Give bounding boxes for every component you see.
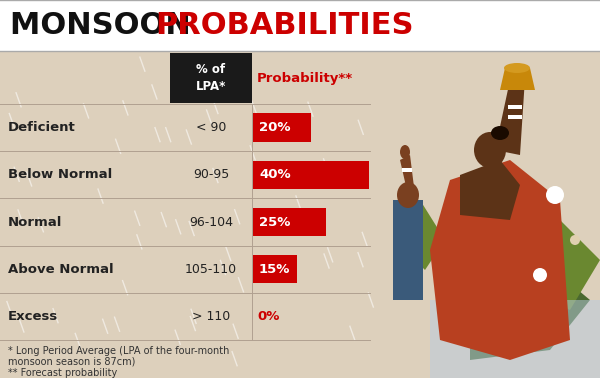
Text: * Long Period Average (LPA of the four-month: * Long Period Average (LPA of the four-m… bbox=[8, 346, 229, 356]
Polygon shape bbox=[470, 250, 590, 360]
Bar bbox=[0, 0, 600, 51]
Bar bbox=[253, 113, 311, 142]
Text: > 110: > 110 bbox=[192, 310, 230, 323]
Text: 105-110: 105-110 bbox=[185, 263, 237, 276]
Bar bbox=[253, 208, 325, 236]
Bar bbox=[393, 200, 423, 300]
Ellipse shape bbox=[491, 126, 509, 140]
Polygon shape bbox=[430, 160, 570, 360]
Text: Below Normal: Below Normal bbox=[8, 168, 112, 181]
Polygon shape bbox=[495, 78, 525, 155]
Ellipse shape bbox=[504, 63, 530, 73]
Text: PROBABILITIES: PROBABILITIES bbox=[155, 11, 413, 40]
Text: ** Forecast probability: ** Forecast probability bbox=[8, 368, 117, 378]
Text: Normal: Normal bbox=[8, 215, 62, 229]
Bar bbox=[253, 161, 369, 189]
Polygon shape bbox=[460, 160, 520, 220]
Ellipse shape bbox=[400, 145, 410, 159]
Text: 15%: 15% bbox=[259, 263, 290, 276]
Text: 20%: 20% bbox=[259, 121, 290, 134]
Bar bbox=[253, 255, 296, 284]
Text: 40%: 40% bbox=[259, 168, 290, 181]
Text: Deficient: Deficient bbox=[8, 121, 76, 134]
Ellipse shape bbox=[397, 182, 419, 208]
Bar bbox=[0, 51, 600, 378]
Polygon shape bbox=[400, 155, 415, 195]
Bar bbox=[402, 168, 412, 172]
Text: % of
LPA*: % of LPA* bbox=[196, 63, 226, 93]
Text: 25%: 25% bbox=[259, 215, 290, 229]
Bar bbox=[170, 53, 252, 103]
Ellipse shape bbox=[474, 132, 506, 168]
Text: Excess: Excess bbox=[8, 310, 58, 323]
Ellipse shape bbox=[570, 235, 580, 245]
Text: MONSOON: MONSOON bbox=[10, 11, 202, 40]
Text: 0%: 0% bbox=[257, 310, 280, 323]
Text: monsoon season is 87cm): monsoon season is 87cm) bbox=[8, 357, 136, 367]
Bar bbox=[508, 105, 522, 109]
Polygon shape bbox=[440, 240, 520, 330]
Text: 96-104: 96-104 bbox=[189, 215, 233, 229]
Polygon shape bbox=[395, 200, 445, 270]
Text: < 90: < 90 bbox=[196, 121, 226, 134]
Bar bbox=[508, 115, 522, 119]
Text: Above Normal: Above Normal bbox=[8, 263, 113, 276]
Text: Probability**: Probability** bbox=[257, 71, 353, 85]
Polygon shape bbox=[500, 220, 600, 310]
Text: 90-95: 90-95 bbox=[193, 168, 229, 181]
Ellipse shape bbox=[546, 186, 564, 204]
Bar bbox=[430, 300, 600, 378]
Ellipse shape bbox=[533, 268, 547, 282]
Polygon shape bbox=[500, 68, 535, 90]
